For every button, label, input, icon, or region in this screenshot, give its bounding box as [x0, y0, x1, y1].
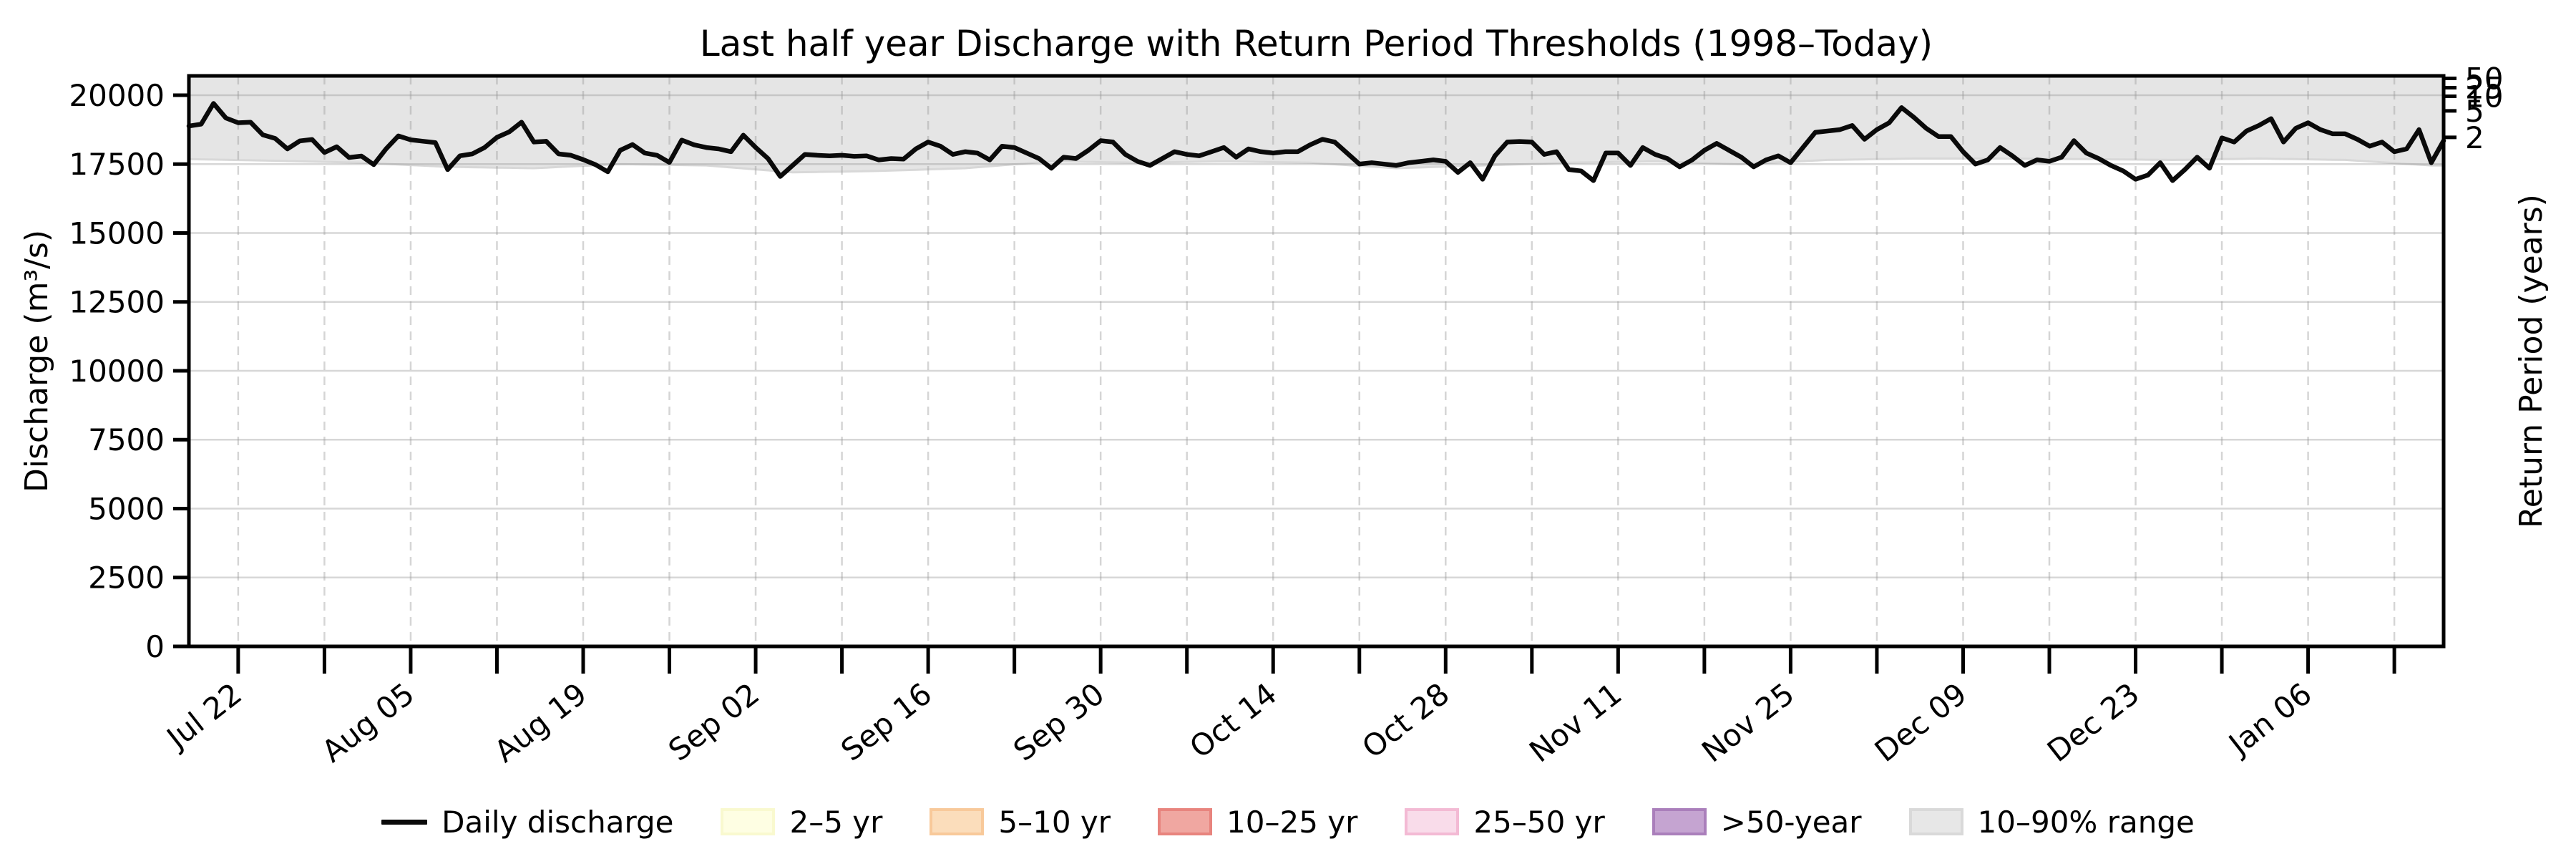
y-tick-label: 5000	[88, 491, 165, 526]
x-tick-label: Dec 23	[2041, 676, 2146, 769]
y-tick-label: 2500	[88, 560, 165, 596]
legend-swatch	[1652, 808, 1707, 835]
x-tick-label: Sep 30	[1007, 676, 1111, 767]
legend-item-2: 5–10 yr	[930, 805, 1111, 840]
gridlines	[189, 76, 2444, 648]
daily-discharge-line	[186, 101, 2446, 183]
return-period-tick-label: 5	[2465, 94, 2484, 129]
y-tick-label: 12500	[69, 285, 165, 320]
x-tick-label: Sep 16	[834, 676, 938, 767]
y-tick-label: 0	[145, 629, 165, 664]
x-tick-label: Sep 02	[662, 676, 766, 767]
legend-swatch	[1405, 808, 1460, 835]
return-period-tick-label: 2	[2465, 120, 2484, 155]
legend-swatch	[721, 808, 776, 835]
legend-label: 10–90% range	[1977, 804, 2195, 840]
legend-item-1: 2–5 yr	[721, 805, 882, 840]
chart-legend: Daily discharge 2–5 yr 5–10 yr 10–25 yr 25–5…	[0, 799, 2576, 845]
x-tick-label: Oct 14	[1183, 676, 1283, 765]
return-period-tick-label: 50	[2465, 61, 2503, 96]
legend-label: 2–5 yr	[789, 804, 883, 840]
x-tick-label: Aug 19	[488, 676, 593, 769]
legend-item-6: 10–90% range	[1908, 804, 2195, 840]
return-period-tick-label: 10	[2465, 79, 2503, 114]
legend-label: >50-year	[1720, 804, 1862, 840]
y-tick-label: 10000	[69, 354, 165, 389]
y-tick-label: 15000	[69, 215, 165, 251]
x-tick-label: Aug 05	[316, 676, 421, 769]
y-axis-left-title: Discharge (m³/s)	[19, 230, 55, 492]
x-tick-label: Nov 25	[1695, 676, 1800, 769]
percentile-band-10-90	[189, 76, 2444, 173]
legend-swatch	[930, 808, 985, 835]
legend-swatch	[1908, 808, 1963, 835]
y-axis-left: 0 2500 5000 7500 10000 12500 15000 17500 20000	[69, 78, 189, 664]
percentile-band-lower-edge	[188, 157, 2444, 174]
y-tick-label: 17500	[69, 147, 165, 182]
x-tick-label: Jan 06	[2221, 676, 2318, 762]
legend-item-0: Daily discharge	[381, 805, 673, 840]
legend-item-4: 25–50 yr	[1405, 804, 1605, 840]
legend-label: Daily discharge	[441, 804, 674, 840]
axes-spines	[187, 74, 2446, 649]
x-tick-label: Nov 11	[1523, 676, 1628, 769]
x-tick-label: Oct 28	[1355, 676, 1455, 765]
y-axis-right-title: Return Period (years)	[2513, 194, 2550, 528]
chart-title: Last half year Discharge with Return Per…	[700, 23, 1933, 64]
return-period-tick-label: 25	[2465, 71, 2503, 106]
y-tick-label: 7500	[88, 422, 165, 457]
x-tick-label: Jul 22	[159, 676, 248, 757]
legend-line-sample	[381, 819, 428, 825]
x-axis: Jul 22 Aug 05 Aug 19 Sep 02 Sep 16 Sep 30 Oct …	[159, 646, 2396, 769]
x-tick-label: Dec 09	[1868, 676, 1974, 769]
legend-label: 25–50 yr	[1473, 804, 1605, 840]
legend-item-3: 10–25 yr	[1158, 805, 1357, 840]
legend-label: 5–10 yr	[998, 804, 1111, 840]
legend-label: 10–25 yr	[1226, 804, 1358, 840]
legend-item-5: >50-year	[1652, 805, 1862, 840]
y-tick-label: 20000	[69, 78, 165, 113]
legend-swatch	[1158, 808, 1213, 835]
